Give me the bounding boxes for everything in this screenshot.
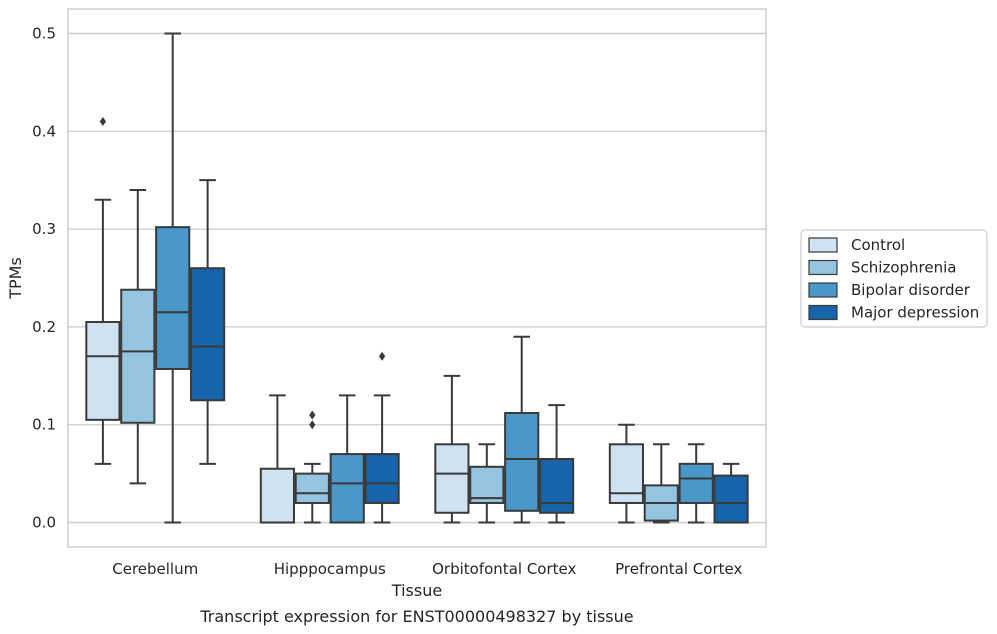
boxes (85, 32, 749, 524)
x-axis-label: Tissue (391, 581, 442, 600)
box-body (294, 472, 330, 504)
legend-label: Control (851, 236, 905, 254)
box-0-1 (259, 394, 295, 524)
y-axis-label: TPMs (6, 257, 25, 300)
x-tick-label: Orbitofontal Cortex (432, 560, 576, 578)
box-0-2 (434, 374, 470, 524)
legend-frame (800, 229, 988, 328)
box-body (504, 411, 540, 512)
y-axis-ticks: 0.0 0.1 0.2 0.3 0.4 0.5 (32, 24, 56, 531)
outlier-point (309, 420, 316, 430)
y-tick-label: 0.1 (32, 416, 56, 434)
y-tick-label: 0.5 (32, 24, 56, 42)
x-tick-label: Cerebellum (112, 560, 198, 578)
legend: Control Schizophrenia Bipolar disorder Majo… (800, 229, 988, 328)
box-3-1 (364, 351, 400, 524)
legend-label: Major depression (851, 304, 979, 322)
legend-label: Schizophrenia (851, 259, 956, 277)
legend-swatch (808, 237, 838, 253)
box-body (329, 453, 365, 524)
chart-caption: Transcript expression for ENST0000049832… (199, 607, 633, 626)
plot-frame (67, 8, 767, 548)
outlier-point (378, 351, 386, 361)
box-body (678, 462, 714, 504)
box-2-1 (329, 394, 365, 524)
x-tick-label: Prefrontal Cortex (615, 560, 742, 578)
box-0-3 (608, 423, 644, 524)
box-body (469, 465, 505, 504)
y-tick-label: 0.2 (32, 318, 56, 336)
box-body (364, 453, 400, 504)
box-1-1 (294, 410, 330, 524)
box-body (539, 457, 575, 514)
legend-label: Bipolar disorder (851, 281, 971, 299)
y-tick-label: 0.4 (32, 122, 56, 140)
legend-swatch (808, 259, 838, 276)
box-2-2 (504, 335, 540, 524)
box-body (190, 267, 226, 402)
box-3-2 (539, 404, 575, 524)
y-tick-label: 0.3 (32, 220, 56, 238)
legend-swatch (808, 282, 838, 298)
outlier-point (99, 116, 107, 126)
box-body (713, 474, 749, 524)
legend-swatch (808, 304, 838, 321)
x-axis-ticks: Cerebellum Hipppocampus Orbitofontal Corte… (112, 560, 742, 578)
box-2-0 (155, 32, 191, 524)
box-body (120, 288, 156, 424)
outlier-point (309, 410, 316, 420)
y-tick-label: 0.0 (32, 514, 56, 532)
box-body (259, 467, 295, 524)
box-body (85, 321, 121, 421)
box-1-2 (469, 443, 505, 524)
x-tick-label: Hipppocampus (274, 560, 386, 578)
box-body (434, 443, 470, 514)
box-0-0 (85, 116, 121, 465)
box-1-0 (120, 188, 156, 485)
box-2-3 (678, 443, 714, 524)
box-3-3 (713, 462, 749, 524)
box-1-3 (643, 443, 679, 524)
box-body (155, 226, 191, 370)
box-3-0 (190, 179, 226, 465)
